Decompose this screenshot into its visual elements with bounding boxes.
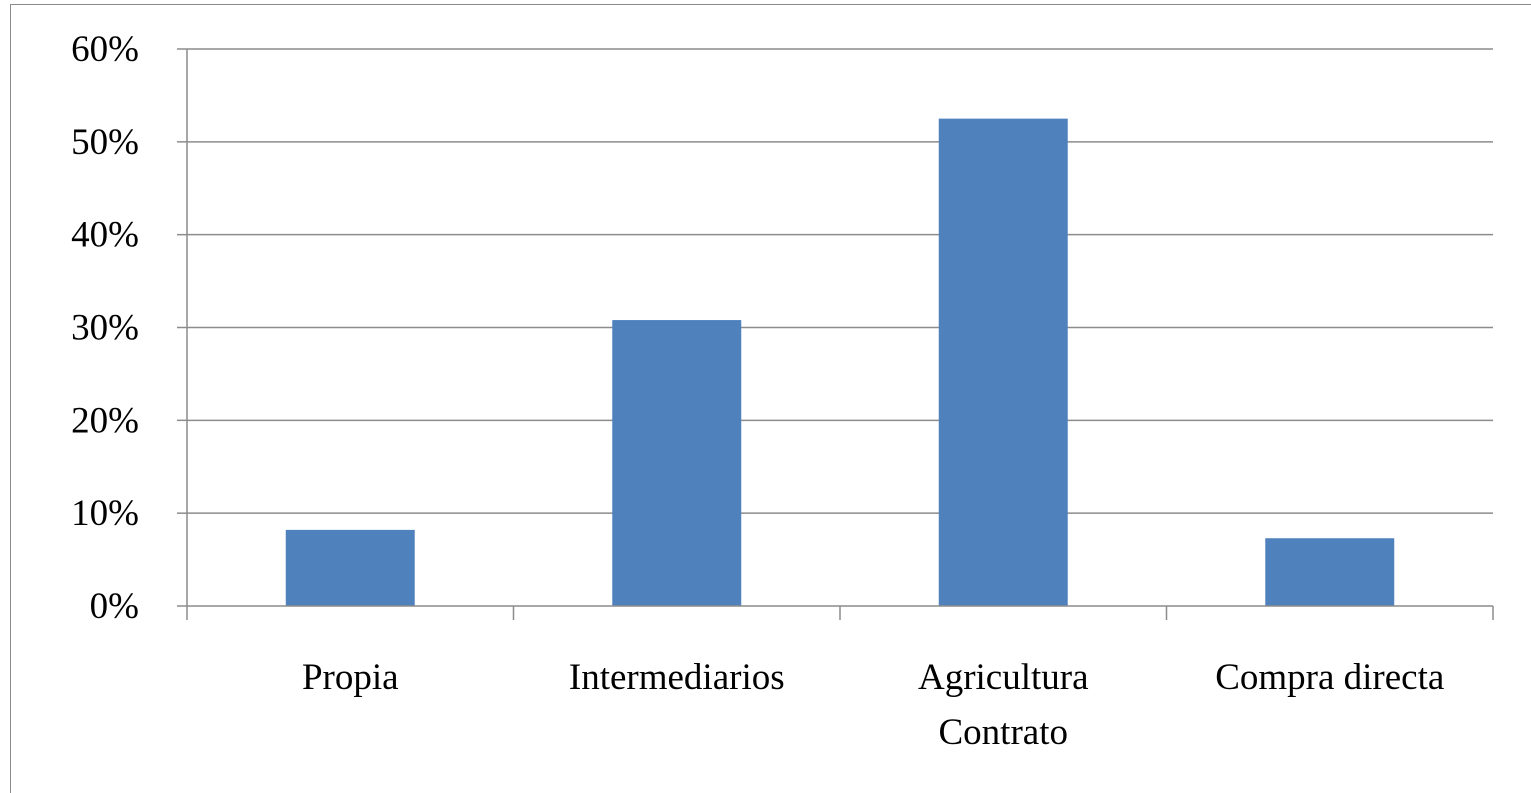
y-tick-label-60: 60% bbox=[71, 29, 139, 70]
y-tick-labels: 0% 10% 20% 30% 40% 50% 60% bbox=[71, 29, 139, 627]
bar-3 bbox=[1265, 538, 1395, 606]
x-category-label-1-0: Intermediarios bbox=[569, 657, 785, 698]
axes bbox=[177, 48, 1494, 620]
bar-2 bbox=[938, 118, 1068, 606]
x-category-label-3-0: Compra directa bbox=[1215, 657, 1444, 698]
chart-frame bbox=[10, 4, 1531, 793]
x-category-label-0-0: Propia bbox=[302, 657, 399, 698]
x-category-label-2-0: Agricultura bbox=[918, 657, 1089, 698]
y-tick-label-50: 50% bbox=[71, 122, 139, 163]
y-tick-label-30: 30% bbox=[71, 308, 139, 349]
y-tick-label-0: 0% bbox=[90, 586, 139, 627]
y-tick-label-20: 20% bbox=[71, 400, 139, 441]
y-tick-label-40: 40% bbox=[71, 215, 139, 256]
x-category-labels: Propia Intermediarios Agricultura Contrato C… bbox=[302, 657, 1444, 753]
bars bbox=[285, 118, 1395, 606]
bar-0 bbox=[285, 529, 415, 606]
bar-1 bbox=[612, 320, 742, 606]
gridlines bbox=[187, 48, 1493, 514]
y-tick-label-10: 10% bbox=[71, 493, 139, 534]
x-category-label-2-1: Contrato bbox=[939, 712, 1068, 753]
